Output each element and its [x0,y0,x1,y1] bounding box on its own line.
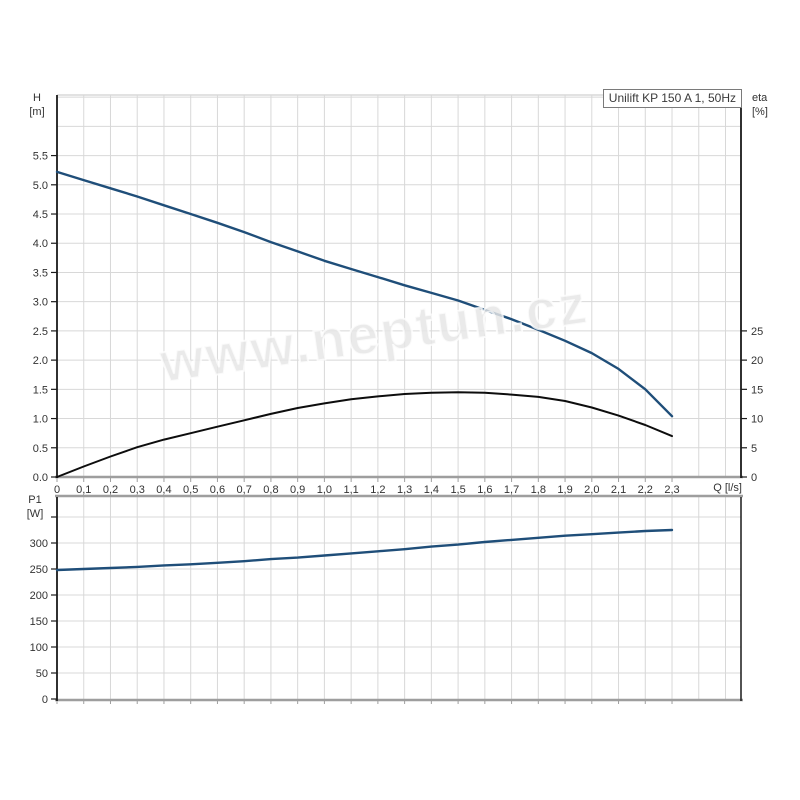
power-axis-title: P1 [W] [22,493,48,521]
x-tick-label: 0,3 [130,484,145,496]
x-tick-label: 0,7 [237,484,252,496]
x-tick-label: 1,2 [370,484,385,496]
x-tick-label: 0,4 [156,484,171,496]
left-tick-label: 100 [30,642,48,654]
left-tick-label: 0.0 [33,472,48,484]
left-tick-label: 0 [42,694,48,706]
right-tick-label: 10 [751,414,763,426]
left-tick-label: 1.5 [33,384,48,396]
x-tick-label: 1,9 [557,484,572,496]
right-axis-quantity: eta [752,92,768,104]
x-tick-label: 0,5 [183,484,198,496]
right-axis-unit: [%] [752,106,768,118]
left-tick-label: 5.0 [33,180,48,192]
left-tick-label: 3.5 [33,267,48,279]
power-axis-unit: [W] [26,508,44,520]
x-tick-label: 1,6 [477,484,492,496]
chart-title-box: Unilift KP 150 A 1, 50Hz [602,89,742,108]
hq-chart: 0 0,1 0,2 0,3 0,4 0,5 0,6 0,7 0,8 0,9 1,0 1,1 1,2 1,3… [33,94,763,496]
left-tick-label: 250 [30,564,48,576]
x-tick-label: 1,5 [450,484,465,496]
x-tick-label: 2,3 [664,484,679,496]
P1-curve [55,528,674,572]
left-tick-label: 300 [30,538,48,550]
right-tick-label: 0 [751,472,757,484]
power-axis-quantity: P1 [28,494,42,506]
x-tick-label: 0,8 [263,484,278,496]
x-axis-title: Q [l/s] [713,482,742,494]
x-tick-label: 1,3 [397,484,412,496]
x-tick-label: 0 [54,484,60,496]
x-tick-label: 0,1 [76,484,91,496]
x-tick-label: 2,2 [638,484,653,496]
left-axis-unit: [m] [29,106,45,118]
x-tick-label: 2,1 [611,484,626,496]
right-tick-label: 5 [751,443,757,455]
left-tick-label: 2.5 [33,326,48,338]
x-tick-label: 0,6 [210,484,225,496]
left-tick-label: 2.0 [33,355,48,367]
right-tick-label: 15 [751,384,763,396]
power-chart: 0 50 100 150 200 250 300 [30,494,743,706]
left-tick-label: 4.5 [33,209,48,221]
left-axis-title: H [m] [24,91,50,119]
right-tick-label: 20 [751,355,763,367]
left-tick-label: 50 [36,668,48,680]
x-tick-label: 0,9 [290,484,305,496]
right-axis-title: eta [%] [752,91,768,119]
H-curve [55,170,674,418]
x-tick-label: 0,2 [103,484,118,496]
left-tick-label: 1.0 [33,414,48,426]
x-tick-label: 2,0 [584,484,599,496]
left-tick-label: 5.5 [33,151,48,163]
x-tick-label: 1,8 [531,484,546,496]
x-tick-label: 1,7 [504,484,519,496]
eta-curve [56,391,673,478]
left-tick-label: 3.0 [33,297,48,309]
right-tick-label: 25 [751,326,763,338]
x-tick-label: 1,0 [317,484,332,496]
left-tick-label: 150 [30,616,48,628]
x-tick-label: 1,1 [343,484,358,496]
left-tick-label: 0.5 [33,443,48,455]
left-tick-label: 4.0 [33,238,48,250]
left-tick-label: 200 [30,590,48,602]
x-tick-label: 1,4 [424,484,439,496]
left-axis-quantity: H [33,92,41,104]
